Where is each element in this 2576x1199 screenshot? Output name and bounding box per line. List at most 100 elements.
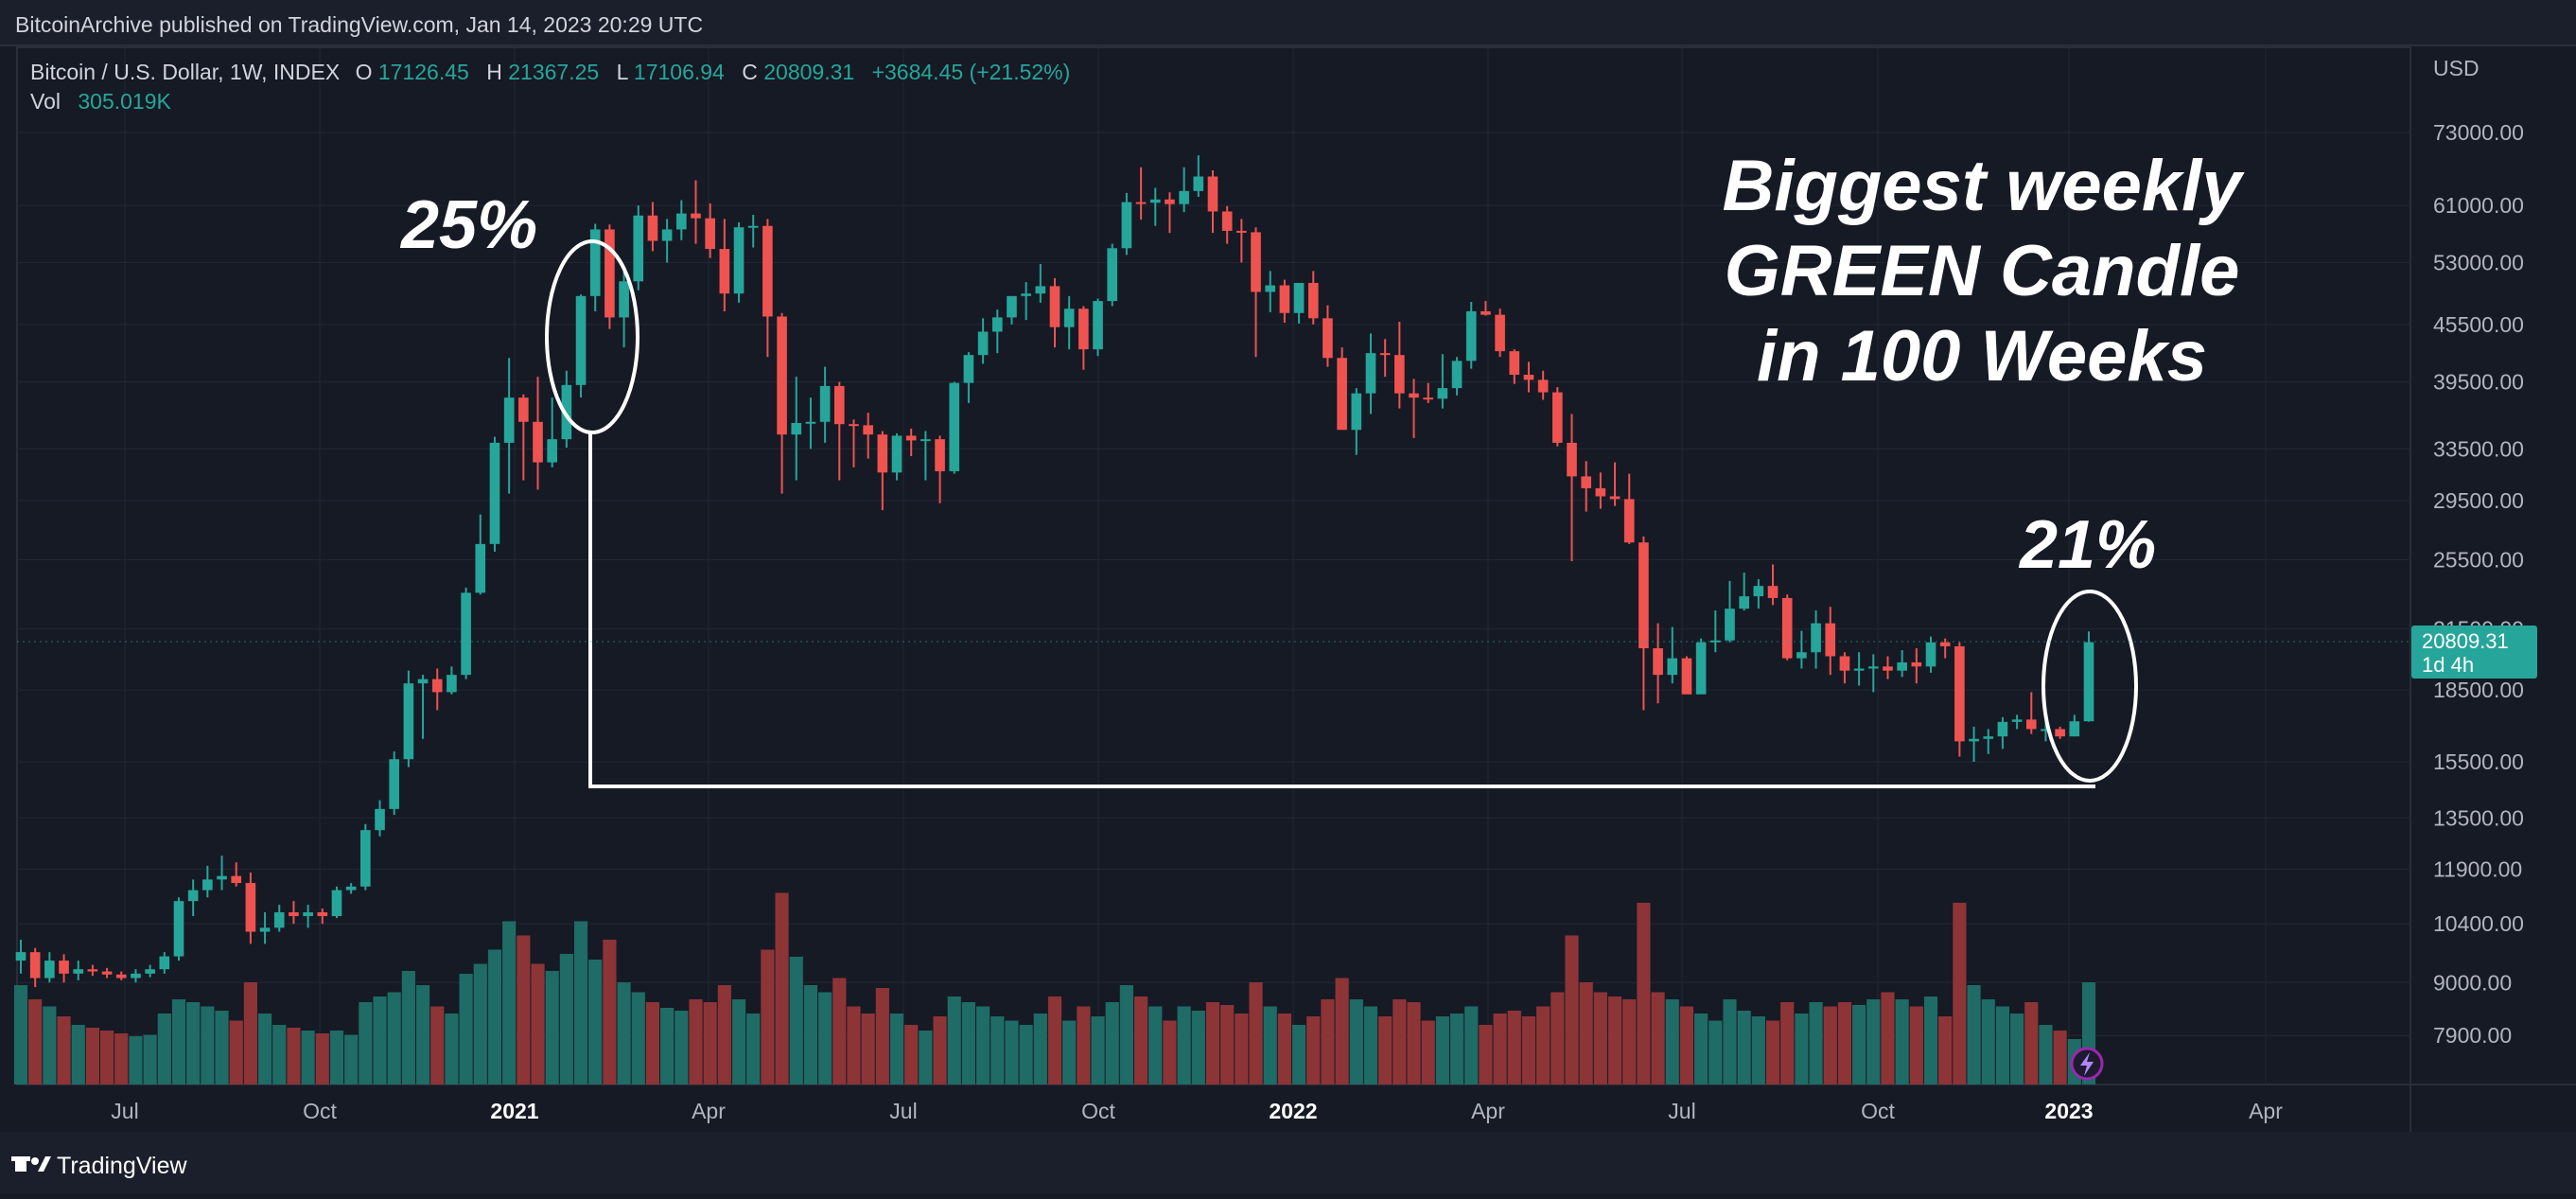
- candle[interactable]: [1581, 461, 1591, 512]
- candle[interactable]: [747, 215, 759, 248]
- candle[interactable]: [2011, 714, 2023, 730]
- candle[interactable]: [245, 873, 256, 944]
- candle[interactable]: [2055, 726, 2065, 739]
- candle[interactable]: [1063, 295, 1075, 350]
- candle[interactable]: [533, 377, 543, 490]
- candle[interactable]: [289, 901, 299, 925]
- candle[interactable]: [762, 219, 773, 358]
- candle[interactable]: [561, 370, 572, 448]
- candle[interactable]: [1983, 729, 1994, 754]
- candle[interactable]: [877, 431, 888, 511]
- candle[interactable]: [1867, 654, 1879, 693]
- candle[interactable]: [1121, 192, 1132, 256]
- candle[interactable]: [187, 879, 199, 917]
- candle[interactable]: [1811, 610, 1821, 669]
- candle[interactable]: [303, 905, 313, 928]
- candle[interactable]: [231, 862, 242, 887]
- candle[interactable]: [159, 952, 170, 974]
- candle[interactable]: [1495, 309, 1505, 358]
- candle[interactable]: [73, 961, 84, 980]
- candle[interactable]: [1207, 170, 1218, 234]
- time-axis[interactable]: Jul Oct 2021 Apr Jul Oct 2022 Apr Jul Oct 2023 Apr: [111, 1099, 2283, 1123]
- candle[interactable]: [1279, 279, 1290, 323]
- candle[interactable]: [661, 219, 673, 263]
- candle[interactable]: [777, 312, 787, 494]
- candle[interactable]: [217, 855, 227, 890]
- candle[interactable]: [1781, 594, 1793, 661]
- candle[interactable]: [431, 668, 443, 711]
- candle[interactable]: [1323, 305, 1333, 367]
- candle[interactable]: [935, 435, 945, 503]
- candle[interactable]: [705, 203, 715, 258]
- candle[interactable]: [2069, 714, 2080, 737]
- candle[interactable]: [1351, 388, 1362, 455]
- candle[interactable]: [273, 905, 285, 932]
- candle[interactable]: [1394, 322, 1405, 409]
- candle[interactable]: [1853, 652, 1865, 686]
- candle[interactable]: [1293, 282, 1305, 324]
- candle[interactable]: [1509, 349, 1520, 384]
- candle[interactable]: [1623, 473, 1635, 544]
- candle[interactable]: [87, 964, 98, 977]
- candle[interactable]: [1379, 339, 1391, 378]
- candle[interactable]: [647, 202, 658, 252]
- candle[interactable]: [518, 394, 529, 481]
- candle[interactable]: [1939, 638, 1951, 659]
- candle[interactable]: [259, 912, 271, 944]
- candle[interactable]: [101, 967, 113, 979]
- candle[interactable]: [389, 751, 400, 816]
- candle[interactable]: [1681, 656, 1692, 695]
- candle[interactable]: [475, 514, 486, 595]
- candle[interactable]: [1825, 607, 1836, 676]
- candle[interactable]: [920, 431, 931, 481]
- candle[interactable]: [1179, 167, 1189, 213]
- candle[interactable]: [1552, 387, 1563, 447]
- candle[interactable]: [1954, 642, 1965, 757]
- candle[interactable]: [461, 587, 471, 679]
- candle[interactable]: [1365, 333, 1376, 414]
- candle[interactable]: [1767, 564, 1779, 606]
- candle[interactable]: [417, 675, 429, 739]
- candle[interactable]: [1078, 306, 1089, 370]
- candle[interactable]: [1481, 301, 1491, 316]
- candle[interactable]: [317, 908, 328, 925]
- candle[interactable]: [691, 180, 701, 244]
- candle[interactable]: [1523, 361, 1534, 393]
- candle[interactable]: [1007, 295, 1017, 325]
- candle[interactable]: [619, 266, 629, 348]
- candle[interactable]: [547, 397, 557, 467]
- candle[interactable]: [403, 670, 414, 767]
- candle[interactable]: [675, 200, 687, 240]
- candle[interactable]: [1997, 716, 2008, 749]
- candle[interactable]: [849, 419, 859, 467]
- candle[interactable]: [1595, 472, 1606, 509]
- candle[interactable]: [575, 294, 587, 398]
- candle[interactable]: [44, 952, 55, 983]
- candle[interactable]: [991, 309, 1003, 354]
- candle[interactable]: [115, 971, 127, 980]
- candle-layer[interactable]: [15, 155, 2094, 988]
- candle[interactable]: [977, 318, 989, 364]
- candle[interactable]: [633, 205, 644, 291]
- candle[interactable]: [949, 381, 960, 474]
- candle[interactable]: [1265, 271, 1276, 312]
- tradingview-logo-icon[interactable]: [11, 1156, 51, 1172]
- candle[interactable]: [1897, 650, 1907, 678]
- candle[interactable]: [819, 366, 831, 443]
- candle[interactable]: [863, 413, 873, 459]
- candle[interactable]: [1035, 264, 1046, 303]
- candle[interactable]: [1739, 573, 1749, 611]
- candle[interactable]: [1093, 298, 1103, 357]
- candle[interactable]: [202, 865, 213, 898]
- candle[interactable]: [1839, 652, 1850, 684]
- candle[interactable]: [489, 436, 500, 553]
- candle[interactable]: [131, 969, 141, 983]
- candle[interactable]: [29, 947, 41, 988]
- candle[interactable]: [1149, 187, 1161, 226]
- candle[interactable]: [1135, 167, 1147, 220]
- candle[interactable]: [1437, 354, 1448, 409]
- candle[interactable]: [1307, 271, 1319, 325]
- candle[interactable]: [1796, 630, 1807, 669]
- candle[interactable]: [1925, 636, 1936, 673]
- candle[interactable]: [15, 940, 26, 974]
